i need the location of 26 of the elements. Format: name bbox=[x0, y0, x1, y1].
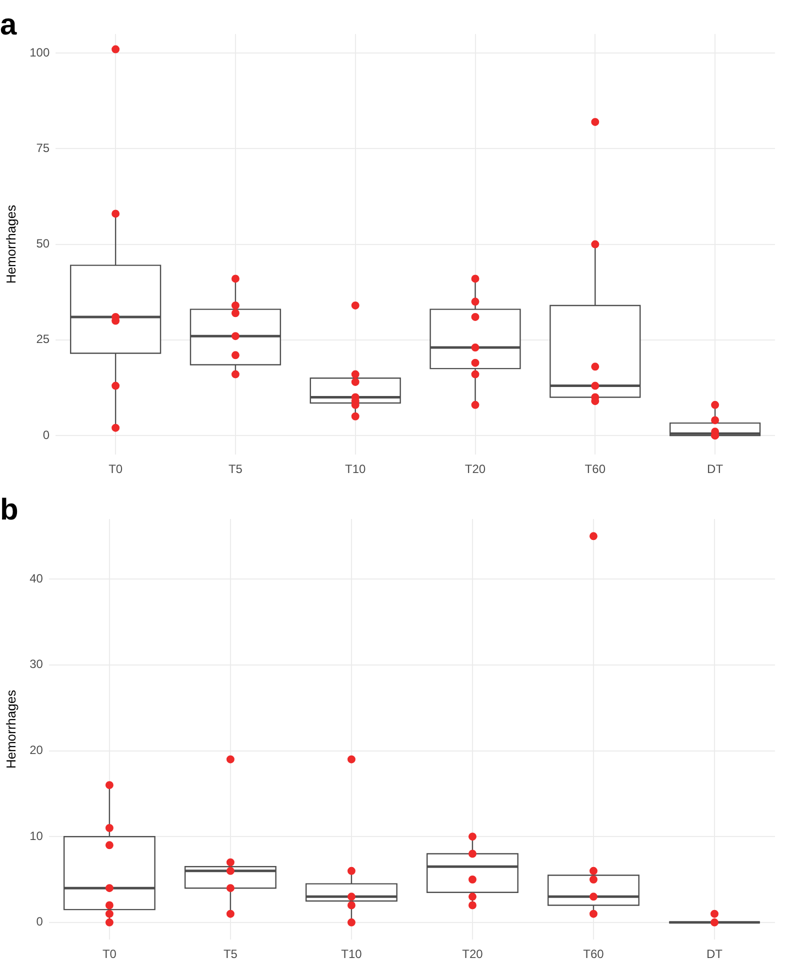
x-tick-label: T60 bbox=[583, 947, 604, 962]
x-tick-label: T5 bbox=[228, 462, 243, 476]
x-tick-label: T10 bbox=[345, 462, 366, 476]
y-tick-label: 40 bbox=[30, 571, 44, 586]
x-tick-label: DT bbox=[707, 462, 724, 476]
x-tick-label: T5 bbox=[223, 947, 238, 962]
chart-title: b bbox=[0, 493, 18, 526]
y-tick-label: 50 bbox=[36, 236, 50, 251]
y-tick-label: 20 bbox=[30, 743, 44, 758]
y-tick-label: 0 bbox=[42, 428, 50, 442]
x-tick-label: T10 bbox=[341, 947, 362, 962]
y-tick-label: 30 bbox=[30, 657, 44, 672]
x-tick-label: T20 bbox=[462, 947, 484, 962]
x-tick-label: DT bbox=[706, 947, 724, 962]
y-tick-label: 100 bbox=[30, 45, 50, 60]
y-axis-title: Hemorrhages bbox=[3, 689, 18, 769]
y-axis-title: Hemorrhages bbox=[3, 204, 18, 284]
y-tick-label: 0 bbox=[36, 914, 44, 929]
x-tick-label: T60 bbox=[584, 462, 606, 476]
chart-title: a bbox=[0, 8, 17, 42]
x-tick-label: T0 bbox=[108, 462, 123, 476]
y-tick-label: 25 bbox=[36, 332, 50, 346]
x-tick-label: T0 bbox=[102, 947, 117, 962]
x-tick-label: T20 bbox=[464, 462, 486, 476]
y-tick-label: 10 bbox=[30, 828, 44, 843]
y-tick-label: 75 bbox=[36, 141, 50, 156]
